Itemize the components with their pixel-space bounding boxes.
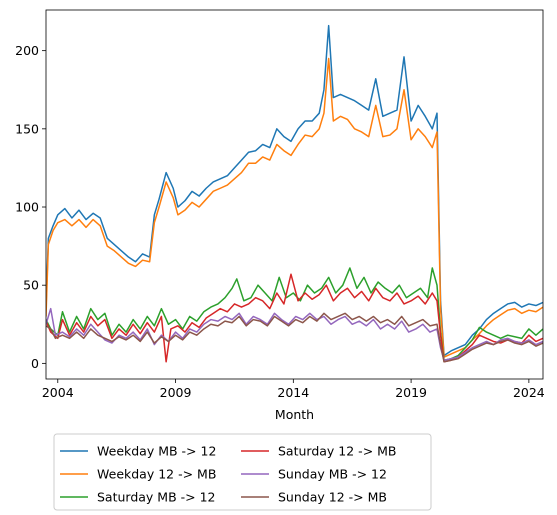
x-tick-label: 2014 bbox=[277, 385, 309, 400]
series-line-6 bbox=[46, 312, 543, 363]
y-axis: 0 50 100 150 200 bbox=[15, 43, 46, 371]
legend: Weekday MB -> 12 Weekday 12 -> MB Saturday… bbox=[53, 433, 432, 511]
legend-label-4: Saturday 12 -> MB bbox=[278, 444, 397, 459]
y-tick-label: 100 bbox=[15, 200, 39, 215]
y-tick-label: 200 bbox=[15, 43, 39, 58]
x-axis-label: Month bbox=[275, 407, 314, 422]
series-line-1 bbox=[46, 24, 543, 357]
x-tick-label: 2019 bbox=[395, 385, 427, 400]
x-tick-label: 2024 bbox=[513, 385, 545, 400]
x-axis: 2004 2009 2014 2019 2024 bbox=[42, 379, 545, 400]
axes-layer bbox=[45, 9, 544, 380]
x-tick-label: 2009 bbox=[160, 385, 192, 400]
series-line-5 bbox=[46, 307, 543, 361]
legend-frame bbox=[53, 433, 432, 511]
plot-frame bbox=[45, 9, 544, 380]
legend-items: Weekday MB -> 12 Weekday 12 -> MB Saturday… bbox=[60, 444, 397, 505]
legend-label-3: Saturday MB -> 12 bbox=[97, 490, 216, 505]
y-tick-label: 0 bbox=[31, 356, 39, 371]
series-layer bbox=[46, 24, 543, 363]
legend-label-1: Weekday MB -> 12 bbox=[97, 444, 216, 459]
x-tick-label: 2004 bbox=[42, 385, 74, 400]
legend-label-5: Sunday MB -> 12 bbox=[278, 467, 387, 482]
series-line-2 bbox=[46, 57, 543, 358]
series-line-3 bbox=[46, 267, 543, 361]
legend-label-6: Sunday 12 -> MB bbox=[278, 490, 387, 505]
legend-label-2: Weekday 12 -> MB bbox=[97, 467, 216, 482]
y-tick-label: 150 bbox=[15, 121, 39, 136]
y-tick-label: 50 bbox=[23, 278, 39, 293]
